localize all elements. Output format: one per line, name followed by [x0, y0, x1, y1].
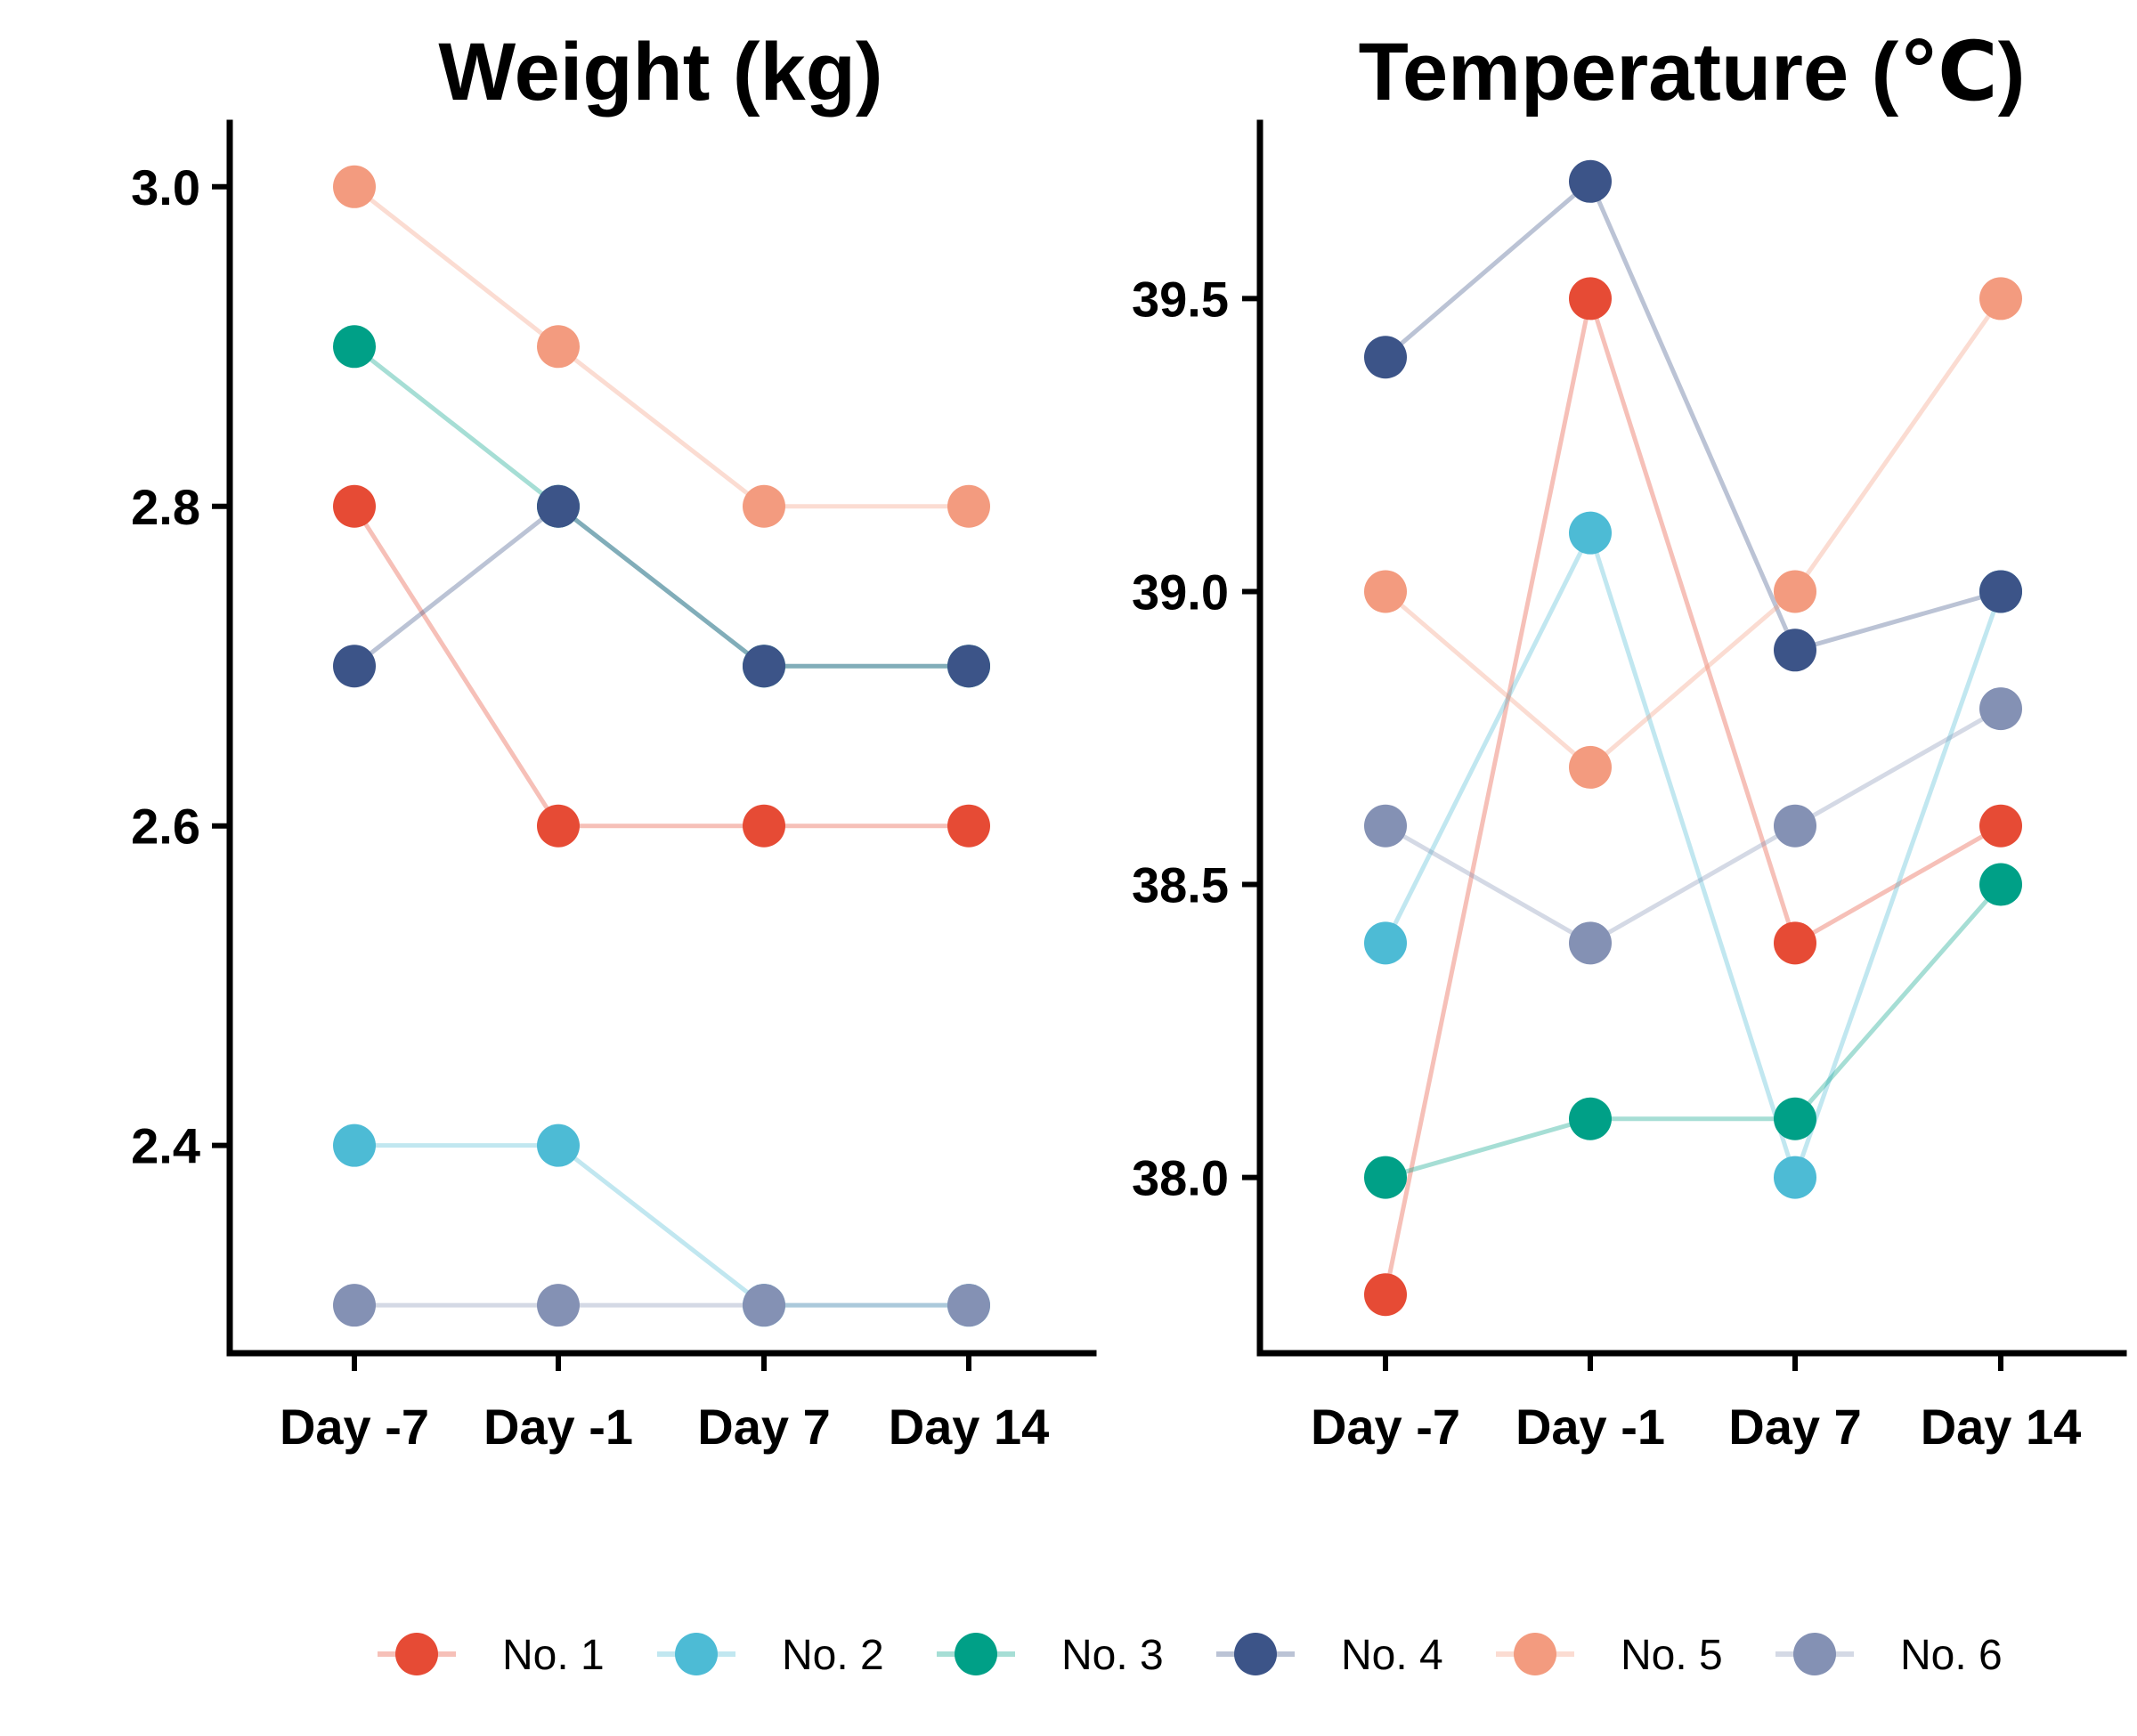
data-point-series-1	[1569, 277, 1612, 320]
legend-marker	[1793, 1633, 1836, 1675]
axis-lines	[1256, 119, 2127, 1357]
series-line-4	[353, 504, 969, 669]
data-point-series-1	[1774, 921, 1816, 965]
data-point-series-1	[537, 804, 580, 848]
data-point-series-2	[1364, 921, 1407, 965]
legend-marker	[395, 1633, 438, 1675]
series-line-3	[353, 345, 969, 669]
data-point-series-6	[333, 1284, 376, 1327]
data-point-series-4	[743, 645, 785, 688]
data-point-series-4	[537, 484, 580, 528]
y-tick-label: 2.8	[131, 479, 200, 535]
legend: No. 1 No. 2 No. 3 No. 4 No. 5 No. 6	[378, 1632, 2003, 1679]
data-point-series-3	[1364, 1156, 1407, 1199]
legend-item-2: No. 2	[657, 1632, 884, 1679]
data-point-series-6	[1774, 804, 1816, 848]
data-point-series-4	[1774, 629, 1816, 672]
legend-item-6: No. 6	[1775, 1632, 2003, 1679]
series-line-5	[353, 184, 969, 509]
data-point-series-2	[1774, 1156, 1816, 1199]
x-tick-label: Day -7	[280, 1399, 429, 1455]
legend-item-3: No. 3	[937, 1632, 1164, 1679]
data-point-series-5	[947, 484, 990, 528]
series-line-3	[1385, 882, 2003, 1180]
legend-label: No. 6	[1900, 1632, 2003, 1679]
series-line-6	[1384, 706, 2003, 945]
data-point-series-1	[1979, 804, 2022, 848]
x-tick-label: Day 14	[1921, 1399, 2082, 1455]
data-point-series-4	[1979, 570, 2022, 613]
legend-label: No. 5	[1621, 1632, 1723, 1679]
x-tick-label: Day 14	[889, 1399, 1050, 1455]
data-point-series-6	[537, 1284, 580, 1327]
data-point-series-5	[1364, 570, 1407, 613]
legend-label: No. 2	[782, 1632, 884, 1679]
data-point-series-5	[743, 484, 785, 528]
y-tick-label: 2.6	[131, 799, 200, 855]
data-point-series-5	[1569, 745, 1612, 789]
data-point-series-1	[743, 804, 785, 848]
legend-marker	[1514, 1633, 1556, 1675]
x-tick-label: Day -1	[483, 1399, 633, 1455]
legend-marker	[955, 1633, 997, 1675]
y-tick-label: 39.5	[1132, 271, 1229, 327]
legend-item-5: No. 5	[1496, 1632, 1723, 1679]
series-line-5	[1384, 296, 2003, 770]
legend-item-4: No. 4	[1216, 1632, 1443, 1679]
data-point-series-5	[537, 325, 580, 369]
x-tick-label: Day -7	[1311, 1399, 1460, 1455]
legend-marker	[1234, 1633, 1277, 1675]
data-point-series-4	[333, 645, 376, 688]
axis-lines	[226, 119, 1097, 1357]
legend-item-1: No. 1	[378, 1632, 605, 1679]
data-point-series-6	[947, 1284, 990, 1327]
data-point-series-6	[1364, 804, 1407, 848]
legend-marker	[675, 1633, 718, 1675]
y-tick-label: 38.0	[1132, 1150, 1229, 1206]
data-point-series-1	[333, 484, 376, 528]
panel-title: Temperature (℃)	[1359, 27, 2026, 118]
data-point-series-3	[1979, 863, 2022, 906]
x-tick-label: Day -1	[1515, 1399, 1665, 1455]
data-point-series-5	[1979, 277, 2022, 320]
x-tick-label: Day 7	[1728, 1399, 1861, 1455]
data-point-series-1	[1364, 1273, 1407, 1317]
series-line-1	[1383, 296, 2003, 1295]
y-tick-label: 38.5	[1132, 857, 1229, 913]
data-point-series-3	[1774, 1097, 1816, 1140]
data-point-series-6	[1569, 921, 1612, 965]
data-point-series-2	[1569, 511, 1612, 555]
series-line-2	[354, 1143, 969, 1308]
data-point-series-5	[1774, 570, 1816, 613]
y-tick-label: 2.4	[131, 1118, 200, 1174]
data-point-series-3	[333, 325, 376, 369]
data-point-series-5	[333, 165, 376, 208]
data-point-series-4	[1569, 159, 1612, 203]
temperature-panel: Temperature (℃) 38.0 38.5 39.0 39.5 Day -7 Day…	[1132, 27, 2127, 1455]
data-point-series-4	[947, 645, 990, 688]
y-tick-label: 3.0	[131, 159, 200, 215]
data-point-series-6	[1979, 687, 2022, 731]
series-line-2	[1383, 531, 2003, 1180]
data-point-series-2	[333, 1124, 376, 1167]
data-point-series-3	[1569, 1097, 1612, 1140]
data-point-series-2	[537, 1124, 580, 1167]
series-line-4	[1384, 179, 2002, 653]
legend-label: No. 4	[1341, 1632, 1443, 1679]
x-tick-label: Day 7	[697, 1399, 830, 1455]
data-point-series-6	[743, 1284, 785, 1327]
y-tick-label: 39.0	[1132, 564, 1229, 620]
legend-label: No. 3	[1061, 1632, 1164, 1679]
weight-panel: Weight (kg) 2.4 2.6 2.8 3.0 Day -7 Day -1 Day 7…	[131, 27, 1097, 1455]
legend-label: No. 1	[502, 1632, 605, 1679]
panel-title: Weight (kg)	[438, 27, 882, 118]
data-point-series-4	[1364, 336, 1407, 379]
series-line-1	[352, 505, 969, 829]
data-point-series-1	[947, 804, 990, 848]
